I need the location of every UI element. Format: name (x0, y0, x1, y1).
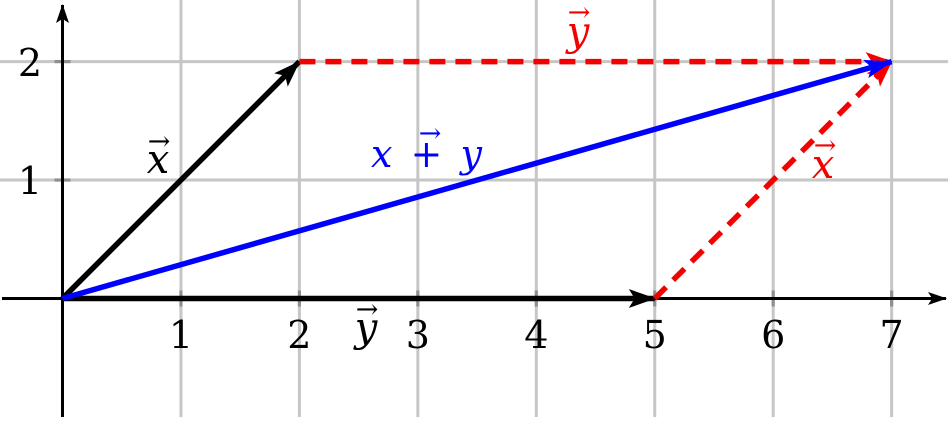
vector-y-label: y→ (353, 294, 379, 351)
vectors (60, 52, 894, 308)
vector-y-translated-label-vec-arrow-icon: → (568, 0, 591, 28)
vector-x-plus-y-label-vec-arrow-icon: → (419, 118, 442, 149)
vector-x-label-vec-arrow-icon: → (148, 126, 171, 157)
vector-y-label-text: y (353, 305, 379, 351)
y-tick-label-2: 2 (18, 41, 42, 85)
axis-labels: 1 2 3 4 5 6 7 1 2 (18, 41, 904, 357)
x-tick-label-6: 6 (761, 313, 785, 357)
x-tick-label-1: 1 (169, 313, 193, 357)
x-tick-label-7: 7 (880, 313, 904, 357)
x-tick-label-2: 2 (287, 313, 311, 357)
vector-x-translated-line (652, 59, 894, 301)
vector-x-translated-label-vec-arrow-icon: → (814, 130, 837, 161)
vector-x-translated-label: x→ (812, 130, 837, 188)
vector-x-plus-y-label: x + y→ (371, 118, 485, 176)
x-tick-label-5: 5 (643, 313, 667, 357)
x-tick-label-3: 3 (406, 313, 430, 357)
y-tick-label-1: 1 (18, 159, 42, 203)
vector-y-translated-label-text: y (565, 9, 591, 55)
x-tick-label-4: 4 (524, 313, 548, 357)
vector-x-line (60, 59, 302, 301)
vector-y-label-vec-arrow-icon: → (356, 294, 379, 325)
vector-x-plus-y-label-text: x + y (371, 132, 485, 176)
vector-x-translated-label-text: x (812, 142, 835, 188)
vector-x-plus-y-line (61, 58, 893, 302)
vector-y-translated-label: y→ (565, 0, 591, 55)
vector-x-label-text: x (147, 137, 170, 183)
vector-x-label: x→ (147, 126, 171, 183)
